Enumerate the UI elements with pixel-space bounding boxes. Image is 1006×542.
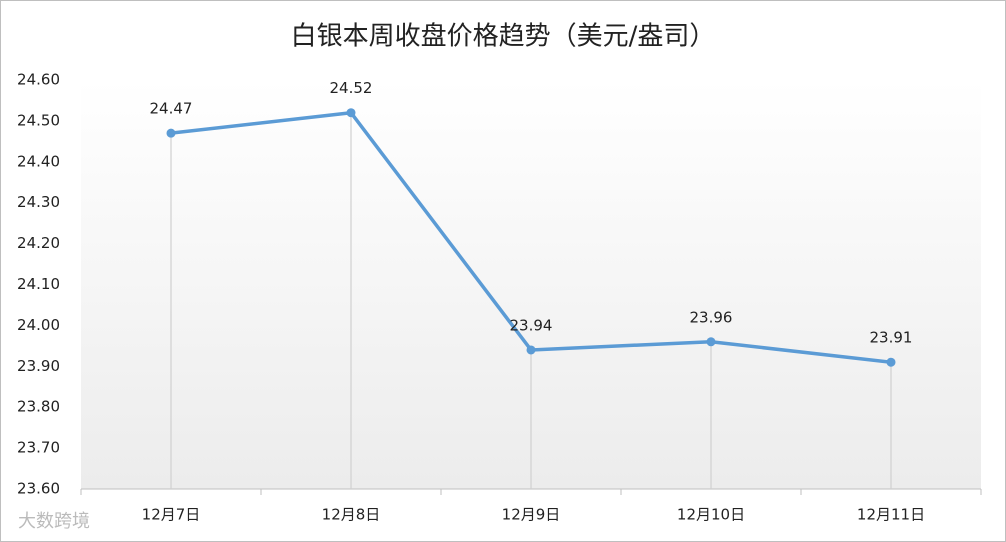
data-label: 24.47 — [150, 100, 193, 118]
watermark: 大数跨境 — [18, 511, 90, 532]
y-tick-label: 24.10 — [17, 275, 60, 293]
y-tick-label: 23.80 — [17, 398, 60, 416]
x-tick-label: 12月11日 — [857, 506, 925, 524]
point — [886, 357, 896, 367]
y-tick-label: 24.40 — [17, 152, 60, 170]
data-label: 23.91 — [870, 329, 913, 347]
y-tick-label: 24.00 — [17, 316, 60, 334]
data-label: 23.94 — [510, 316, 553, 334]
x-tick-label: 12月7日 — [142, 506, 201, 524]
point — [706, 337, 716, 347]
y-tick-label: 23.70 — [17, 439, 60, 457]
x-tick-label: 12月10日 — [677, 506, 745, 524]
y-tick-label: 23.90 — [17, 357, 60, 375]
point — [166, 128, 176, 138]
y-tick-label: 24.60 — [17, 71, 60, 89]
chart-title: 白银本周收盘价格趋势（美元/盎司） — [291, 22, 716, 52]
x-tick-label: 12月8日 — [322, 506, 381, 524]
y-tick-label: 23.60 — [17, 480, 60, 498]
data-label: 23.96 — [690, 308, 733, 326]
x-tick-label: 12月9日 — [502, 506, 561, 524]
y-tick-label: 24.50 — [17, 111, 60, 129]
point — [346, 108, 356, 118]
y-tick-label: 24.20 — [17, 234, 60, 252]
point — [526, 345, 536, 355]
y-tick-label: 24.30 — [17, 193, 60, 211]
data-label: 24.52 — [330, 79, 373, 97]
